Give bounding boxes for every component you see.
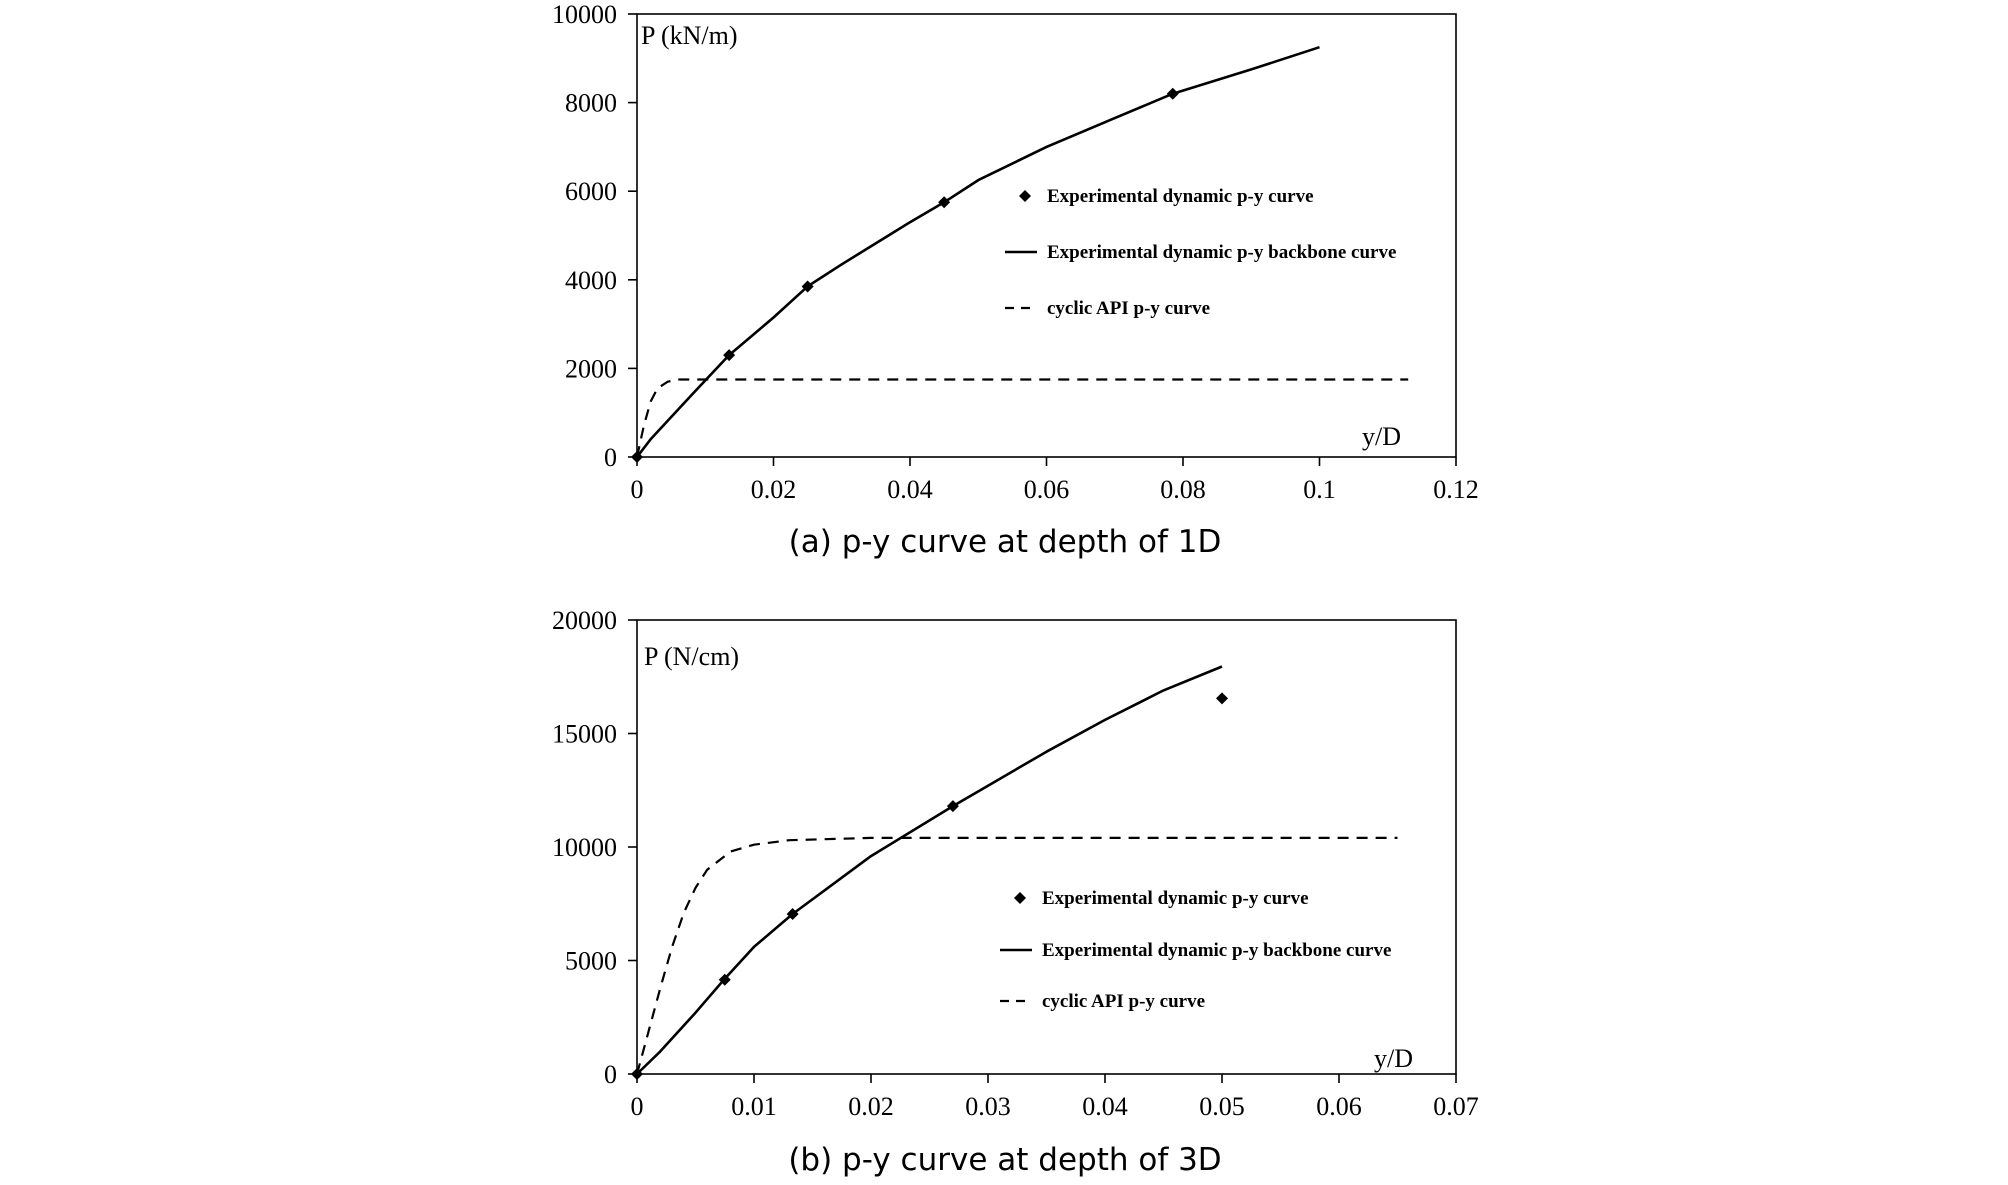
x-tick-label: 0.01 bbox=[731, 1092, 777, 1121]
legend-label: cyclic API p-y curve bbox=[1047, 298, 1210, 319]
legend-label: cyclic API p-y curve bbox=[1042, 991, 1205, 1012]
data-point-marker bbox=[1216, 692, 1228, 705]
y-axis-label: P (N/cm) bbox=[644, 642, 739, 671]
x-tick-label: 0.1 bbox=[1303, 475, 1336, 504]
x-tick-label: 0.04 bbox=[887, 475, 933, 504]
x-tick-label: 0.12 bbox=[1433, 475, 1479, 504]
y-axis-label: P (kN/m) bbox=[641, 21, 738, 50]
y-tick-label: 2000 bbox=[565, 354, 617, 383]
y-tick-label: 6000 bbox=[565, 177, 617, 206]
x-tick-label: 0 bbox=[631, 475, 644, 504]
legend-marker-symbol bbox=[1019, 190, 1031, 202]
x-tick-label: 0.06 bbox=[1024, 475, 1070, 504]
plot-frame bbox=[636, 13, 1457, 458]
x-tick-label: 0.03 bbox=[965, 1092, 1011, 1121]
y-tick-label: 10000 bbox=[552, 0, 617, 29]
backbone-curve-line bbox=[635, 45, 1320, 458]
x-tick-label: 0.02 bbox=[848, 1092, 894, 1121]
chart-caption: (a) p-y curve at depth of 1D bbox=[789, 524, 1222, 560]
x-tick-label: 0.05 bbox=[1199, 1092, 1245, 1121]
y-tick-label: 20000 bbox=[552, 606, 617, 635]
api-curve-line bbox=[635, 378, 1409, 458]
y-tick-label: 0 bbox=[604, 1060, 617, 1089]
y-tick-label: 8000 bbox=[565, 89, 617, 118]
api-curve-line bbox=[635, 836, 1398, 1075]
y-tick-label: 4000 bbox=[565, 266, 617, 295]
chart-caption: (b) p-y curve at depth of 3D bbox=[788, 1142, 1221, 1178]
legend-label: Experimental dynamic p-y backbone curve bbox=[1042, 940, 1391, 961]
x-axis-label: y/D bbox=[1374, 1044, 1413, 1073]
legend-label: Experimental dynamic p-y backbone curve bbox=[1047, 242, 1396, 263]
chart-b: 0 0.01 0.02 0.03 0.04 0.05 0.06 0.07 0 5000 10000 1… bbox=[552, 606, 1479, 1178]
x-tick-label: 0.08 bbox=[1160, 475, 1206, 504]
y-tick-label: 0 bbox=[604, 443, 617, 472]
legend-label: Experimental dynamic p-y curve bbox=[1042, 888, 1309, 909]
x-tick-label: 0.04 bbox=[1082, 1092, 1128, 1121]
x-tick-label: 0.06 bbox=[1316, 1092, 1362, 1121]
y-tick-label: 10000 bbox=[552, 833, 617, 862]
legend-marker-symbol bbox=[1014, 892, 1026, 904]
chart-a: 0 0.02 0.04 0.06 0.08 0.1 0.12 0 2000 4000 6000 800… bbox=[552, 0, 1479, 560]
x-axis-label: y/D bbox=[1362, 422, 1401, 451]
legend-label: Experimental dynamic p-y curve bbox=[1047, 186, 1314, 207]
y-tick-label: 15000 bbox=[552, 720, 617, 749]
x-tick-label: 0 bbox=[631, 1092, 644, 1121]
y-tick-label: 5000 bbox=[565, 947, 617, 976]
backbone-curve-line bbox=[636, 665, 1223, 1075]
x-tick-label: 0.02 bbox=[751, 475, 797, 504]
x-tick-label: 0.07 bbox=[1433, 1092, 1479, 1121]
